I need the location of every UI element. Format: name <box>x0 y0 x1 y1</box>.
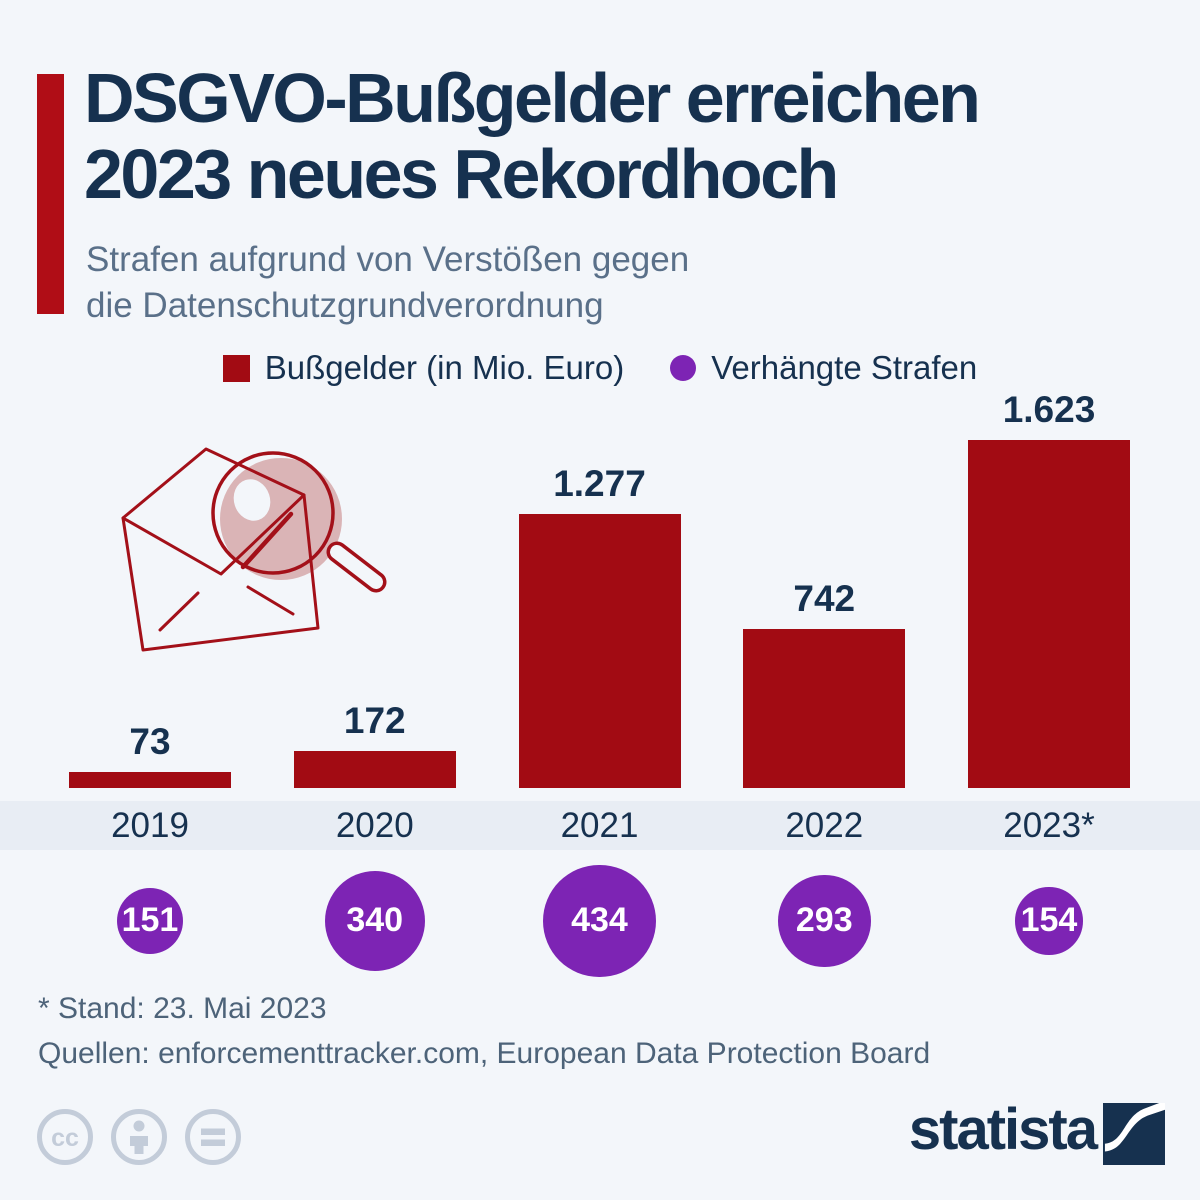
bar-2022 <box>743 629 906 788</box>
bar-2019 <box>69 772 231 788</box>
penalty-circle-2020: 340 <box>324 871 425 971</box>
penalty-count: 293 <box>795 901 853 940</box>
penalty-count: 434 <box>571 901 628 940</box>
page-subtitle-line2: die Datenschutzgrundverordnung <box>86 286 604 326</box>
year-label-2022: 2022 <box>785 806 864 845</box>
red-square-swatch-icon <box>222 354 250 382</box>
bar-2020 <box>293 751 456 788</box>
attribution-person-icon <box>111 1109 167 1165</box>
magnified-flap-line <box>240 511 294 570</box>
penalty-circle-2019: 151 <box>116 887 184 955</box>
year-label-2021: 2021 <box>560 806 639 845</box>
footnote-stand: * Stand: 23. Mai 2023 <box>38 992 327 1025</box>
legend-label: Bußgelder (in Mio. Euro) <box>264 349 625 386</box>
magnifier-lens-shadow <box>220 458 342 580</box>
penalty-count: 340 <box>346 901 404 940</box>
bar-value-label: 742 <box>793 578 856 619</box>
purple-circle-swatch-icon <box>670 355 697 381</box>
bar-value-label: 172 <box>343 700 406 741</box>
year-label-2019: 2019 <box>111 806 189 845</box>
svg-text:cc: cc <box>51 1124 79 1152</box>
legend-label: Verhängte Strafen <box>711 349 978 386</box>
magnifier-handle-icon <box>326 541 387 593</box>
bar-value-label: 73 <box>129 721 171 762</box>
envelope-magnifier-illustration <box>121 447 387 652</box>
penalty-count: 154 <box>1020 901 1078 940</box>
license-icons: cc <box>36 1108 242 1166</box>
bar-2021 <box>518 514 681 788</box>
chart-legend: Bußgelder (in Mio. Euro) Verhängte Straf… <box>0 349 1200 387</box>
magnifier-lens-icon <box>211 451 335 575</box>
page-title-line2: 2023 neues Rekordhoch <box>84 135 839 214</box>
year-label-2020: 2020 <box>335 806 414 845</box>
page-subtitle: Strafen aufgrund von Verstößen gegen die… <box>86 237 689 329</box>
footnote-sources: Quellen: enforcementtracker.com, Europea… <box>38 1037 931 1070</box>
bar-value-label: 1.277 <box>553 463 646 504</box>
penalty-circle-2022: 293 <box>777 874 871 968</box>
bar-value-label: 1.623 <box>1002 389 1096 430</box>
equals-icon <box>185 1109 241 1165</box>
legend-item-bussgelder: Bußgelder (in Mio. Euro) <box>222 349 625 387</box>
penalty-circle-2023: 154 <box>1015 887 1083 955</box>
statista-logo-icon <box>1103 1103 1165 1165</box>
penalty-circle-2021: 434 <box>543 864 656 978</box>
year-label-2023: 2023* <box>1003 806 1095 845</box>
page-title-line1: DSGVO-Bußgelder erreichen <box>84 59 981 137</box>
cc-icon: cc <box>37 1109 93 1165</box>
year-axis-band <box>0 801 1200 850</box>
page-title: DSGVO-Bußgelder erreichen 2023 neues Rek… <box>84 59 981 214</box>
page-subtitle-line1: Strafen aufgrund von Verstößen gegen <box>86 240 690 279</box>
legend-item-strafen: Verhängte Strafen <box>670 349 977 387</box>
statista-logo-text: statista <box>908 1097 1098 1162</box>
bar-2023 <box>968 440 1130 788</box>
penalty-count: 151 <box>121 901 179 940</box>
title-accent-bar <box>37 74 64 314</box>
